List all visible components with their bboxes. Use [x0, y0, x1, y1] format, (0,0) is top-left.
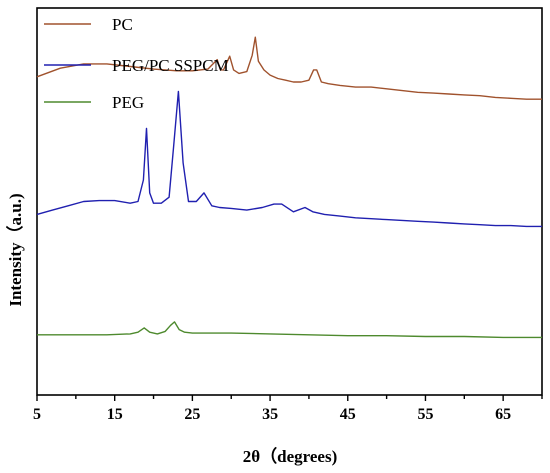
series-line-pc	[36, 36, 542, 100]
legend: PC PEG/PC SSPCM PEG	[44, 15, 229, 112]
x-tick-layer: 5 15 25 35 45 55 65	[33, 395, 543, 423]
x-tick-label: 35	[262, 406, 278, 423]
x-tick-label: 65	[495, 406, 511, 423]
series-line-peg-pc-sspcm	[36, 90, 542, 228]
legend-label-peg: PEG	[112, 93, 144, 112]
x-tick-label: 25	[184, 406, 200, 423]
plot-frame	[36, 7, 543, 396]
x-tick-label: 5	[33, 406, 41, 423]
legend-label-peg-pc-sspcm: PEG/PC SSPCM	[112, 56, 229, 75]
legend-label-pc: PC	[112, 15, 133, 34]
x-tick-label: 55	[417, 406, 433, 423]
x-tick-label: 15	[107, 406, 123, 423]
series-layer	[36, 36, 542, 339]
y-axis-label: Intensity（a.u.)	[5, 193, 25, 306]
x-tick-label: 45	[340, 406, 356, 423]
series-line-peg	[37, 321, 542, 339]
x-axis-label: 2θ（degrees)	[243, 446, 337, 466]
